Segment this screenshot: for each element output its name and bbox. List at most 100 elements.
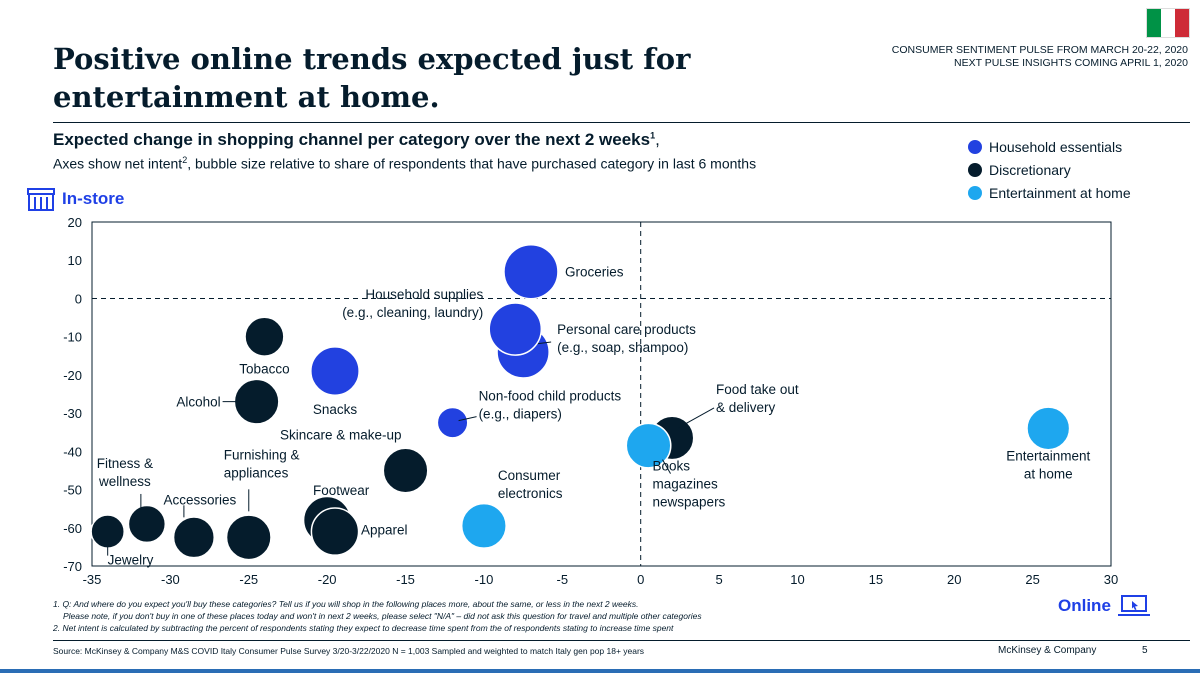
footnote-1-cont: Please note, if you don't buy in one of …	[63, 611, 702, 621]
x-tick-label: 0	[637, 572, 644, 587]
x-tick-label: 25	[1025, 572, 1039, 587]
bubble-label-line: wellness	[98, 474, 151, 489]
pulse-date: CONSUMER SENTIMENT PULSE FROM MARCH 20-2…	[891, 44, 1188, 56]
bubble-label-line: Snacks	[313, 402, 358, 417]
y-tick-label: -40	[63, 444, 82, 459]
pulse-meta: CONSUMER SENTIMENT PULSE FROM MARCH 20-2…	[892, 44, 1188, 70]
title-divider	[53, 122, 1190, 123]
subtitle-text: Expected change in shopping channel per …	[53, 130, 651, 149]
bubble-label-line: Skincare & make-up	[280, 427, 402, 442]
bubble-label-line: at home	[1024, 466, 1073, 481]
bubble-label-line: Tobacco	[239, 362, 289, 377]
y-axis-label: In-store	[62, 189, 125, 208]
subtitle-comma: ,	[655, 130, 660, 149]
italy-flag-icon	[1146, 8, 1190, 38]
bottom-accent-bar	[0, 669, 1200, 673]
x-tick-label: -5	[557, 572, 569, 587]
bubble-label: Entertainment at home	[1006, 448, 1090, 481]
bubble-label-line: (e.g., soap, shampoo)	[557, 340, 688, 355]
bubble-label-line: (e.g., cleaning, laundry)	[342, 305, 483, 320]
x-tick-label: -15	[396, 572, 415, 587]
chart-subtitle: Expected change in shopping channel per …	[53, 130, 660, 150]
x-tick-label: 15	[869, 572, 883, 587]
bubble-label-line: Consumer	[498, 468, 561, 483]
bubble-label-line: appliances	[224, 465, 289, 480]
brand-name: McKinsey & Company	[998, 645, 1097, 656]
bubble	[436, 406, 469, 439]
bubble-label-line: (e.g., diapers)	[479, 407, 562, 422]
bubble-label: Accessories	[164, 492, 237, 507]
bubble-label-line: Personal care products	[557, 322, 696, 337]
plot-frame	[91, 221, 1112, 567]
y-tick-label: -10	[63, 330, 82, 345]
bubble-label: Non-food child products (e.g., diapers)	[479, 389, 622, 422]
x-tick-label: 20	[947, 572, 961, 587]
bubble-label-line: magazines	[653, 477, 719, 492]
bubble-label-line: Household supplies	[365, 287, 483, 302]
x-tick-label: -30	[161, 572, 180, 587]
x-tick-label: -10	[475, 572, 494, 587]
bubble-label-line: Jewelry	[108, 553, 154, 568]
y-tick-label: -50	[63, 483, 82, 498]
bubble-label-line: Food take out	[716, 382, 799, 397]
footer-divider	[53, 640, 1190, 641]
source-note: Source: McKinsey & Company M&S COVID Ita…	[53, 646, 645, 656]
bubble	[1026, 406, 1071, 451]
bubble-label: Groceries	[565, 265, 624, 280]
bubble-label: Books magazines newspapers	[653, 459, 726, 510]
bubble	[172, 516, 215, 559]
x-tick-label: -35	[83, 572, 102, 587]
bubble-label: Personal care products (e.g., soap, shamp…	[557, 322, 696, 355]
footnotes: 1. Q: And where do you expect you'll buy…	[53, 598, 1033, 634]
y-tick-label: -70	[63, 559, 82, 574]
y-tick-label: -60	[63, 521, 82, 536]
bubble	[460, 502, 507, 549]
bubble-label: Snacks	[313, 402, 358, 417]
legend-dot-household	[968, 139, 982, 154]
bubble-label: Alcohol	[176, 395, 220, 410]
bubble	[488, 302, 543, 356]
legend-dot-entertainment	[968, 185, 982, 200]
page-title: Positive online trends expected just for…	[53, 42, 691, 114]
bubble-label: Apparel	[361, 523, 408, 538]
bubble	[310, 507, 360, 556]
bubble-label-line: Books	[653, 459, 691, 474]
chart-description: Axes show net intent2, bubble size relat…	[53, 155, 756, 172]
store-icon	[27, 188, 55, 211]
bubble-label-line: Entertainment	[1006, 448, 1090, 463]
legend-dot-discretionary	[968, 162, 982, 177]
chart-legend: Household essentials Discretionary Enter…	[968, 135, 1131, 204]
bubble-label: Footwear	[313, 483, 370, 498]
bubble	[127, 504, 167, 544]
bubble	[382, 447, 429, 494]
y-axis-title: In-store	[26, 186, 124, 212]
legend-item-household: Household essentials	[968, 135, 1131, 158]
bubble	[625, 422, 672, 469]
next-pulse: NEXT PULSE INSIGHTS COMING APRIL 1, 2020	[954, 57, 1188, 69]
footnote-ref-2: 2	[182, 155, 188, 165]
footnote-ref-1: 1	[650, 130, 656, 141]
bubble-label: Fitness & wellness	[97, 456, 153, 489]
bubble-label: Furnishing & appliances	[224, 447, 300, 480]
flag-stripe-white	[1161, 9, 1175, 37]
bubble-label-line: Alcohol	[176, 395, 220, 410]
bubble	[503, 243, 559, 300]
bubble-label-line: & delivery	[716, 400, 776, 415]
bubble-label: Skincare & make-up	[280, 427, 402, 442]
bubble	[310, 346, 360, 396]
bubble-label: Household supplies (e.g., cleaning, laund…	[342, 287, 483, 320]
description-part-b: , bubble size relative to share of respo…	[187, 155, 757, 172]
bubble-chart: -35 -30 -25 -20 -15 -10 -5 0 5 10 15 20 25 3020100-10…	[63, 215, 1118, 587]
bubble	[233, 378, 280, 425]
x-tick-label: 5	[715, 572, 722, 587]
bubble-label-line: Footwear	[313, 483, 370, 498]
leader-line	[458, 416, 477, 422]
bubble	[244, 316, 285, 357]
legend-label-entertainment: Entertainment at home	[989, 184, 1131, 201]
y-tick-label: -30	[63, 406, 82, 421]
y-tick-label: 0	[75, 291, 82, 306]
x-tick-label: 30	[1104, 572, 1118, 587]
bubble-label: Food take out & delivery	[716, 382, 799, 415]
x-tick-label: 10	[790, 572, 804, 587]
x-axis-title: Online	[1058, 593, 1151, 619]
